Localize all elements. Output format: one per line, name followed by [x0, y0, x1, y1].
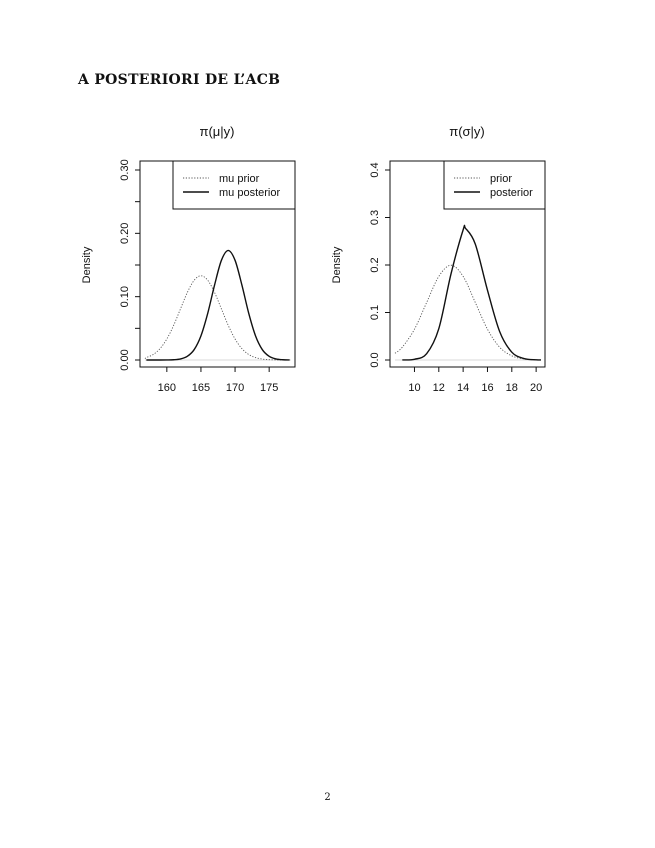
x-tick-label: 12: [433, 382, 445, 394]
legend: prior posterior: [443, 160, 546, 210]
y-tick-label: 0.00: [119, 349, 131, 370]
y-tick-label: 0.3: [369, 210, 381, 225]
x-tick-label: 16: [481, 382, 493, 394]
y-tick-label: 0.1: [369, 305, 381, 320]
legend-label: mu posterior: [219, 187, 280, 199]
chart-title: π(σ|y): [449, 124, 485, 139]
legend-label: prior: [490, 173, 512, 185]
series-line-posterior: [402, 224, 542, 361]
chart-2: π(σ|y) Density 0.0 0.1 0.2 0.3 0.4 10 12 14 16 18 20…: [331, 124, 546, 394]
y-tick-label: 0.4: [369, 162, 381, 177]
y-tick-label: 0.20: [119, 223, 131, 244]
series-line-mu-prior: [144, 275, 290, 361]
legend-label: posterior: [490, 187, 533, 199]
page-number: 2: [324, 792, 331, 803]
y-tick-label: 0.30: [119, 159, 131, 180]
x-tick-label: 20: [530, 382, 542, 394]
y-axis-label: Density: [81, 246, 93, 283]
legend-box: [443, 160, 546, 210]
x-tick-label: 170: [226, 382, 244, 394]
x-tick-label: 18: [506, 382, 518, 394]
x-tick-label: 175: [260, 382, 278, 394]
legend: mu prior mu posterior: [172, 160, 296, 210]
section-heading: A POSTERIORI DE L’ACB: [78, 72, 281, 88]
y-tick-label: 0.0: [369, 352, 381, 367]
y-axis-label: Density: [331, 246, 343, 283]
legend-box: [172, 160, 296, 210]
x-tick-label: 165: [192, 382, 210, 394]
series-line-mu-posterior: [146, 249, 290, 361]
chart-1: π(μ|y) Density 0.00 0.10 0.20 0.30 160 165 170 17…: [81, 124, 296, 394]
series-line-prior: [394, 264, 542, 361]
legend-label: mu prior: [219, 173, 260, 185]
chart-title: π(μ|y): [200, 124, 235, 139]
y-tick-label: 0.10: [119, 286, 131, 307]
y-tick-label: 0.2: [369, 257, 381, 272]
x-tick-label: 10: [408, 382, 420, 394]
x-tick-label: 160: [158, 382, 176, 394]
x-tick-label: 14: [457, 382, 469, 394]
